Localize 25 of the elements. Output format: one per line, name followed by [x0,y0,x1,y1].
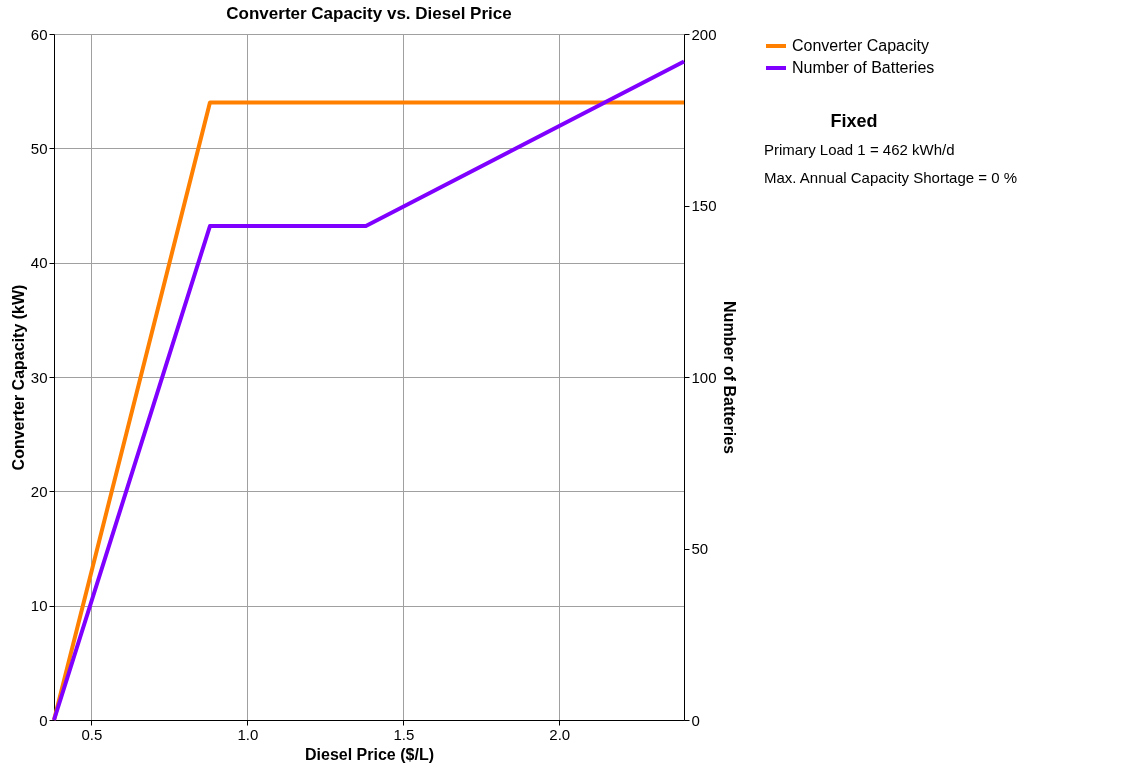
y2-tick-label: 200 [691,25,717,43]
chart-title: Converter Capacity vs. Diesel Price [226,4,512,23]
y2-tick-label: 0 [691,711,700,729]
x-tick-label: 0.5 [81,725,103,743]
y2-tick-label: 100 [691,368,717,386]
y2-tick-label: 50 [691,540,709,557]
text: Fixed [830,111,878,131]
text: Primary Load 1 = 462 kWh/d [764,141,955,158]
y-tick-label: 50 [30,139,48,157]
y-tick-label: 40 [30,254,48,272]
y-tick-label: 30 [30,368,48,386]
x-axis-title: Diesel Price ($/L) [305,745,434,763]
y2-axis-title: Number of Batteries [720,301,738,455]
legend-label: Number of Batteries [792,59,935,76]
y2-tick-label: 150 [691,197,717,214]
y-axis-title: Converter Capacity (kW) [9,284,27,471]
x-tick-label: 2.0 [549,725,571,743]
x-tick-label: 1.0 [237,725,259,743]
y-tick-label: 60 [30,25,48,43]
x-tick-label: 1.5 [393,725,415,743]
y-tick-label: 0 [39,711,48,729]
y-tick-label: 20 [30,482,48,500]
y-tick-label: 10 [30,597,48,615]
legend-label: Converter Capacity [792,37,929,54]
text: Max. Annual Capacity Shortage = 0 % [764,169,1018,186]
